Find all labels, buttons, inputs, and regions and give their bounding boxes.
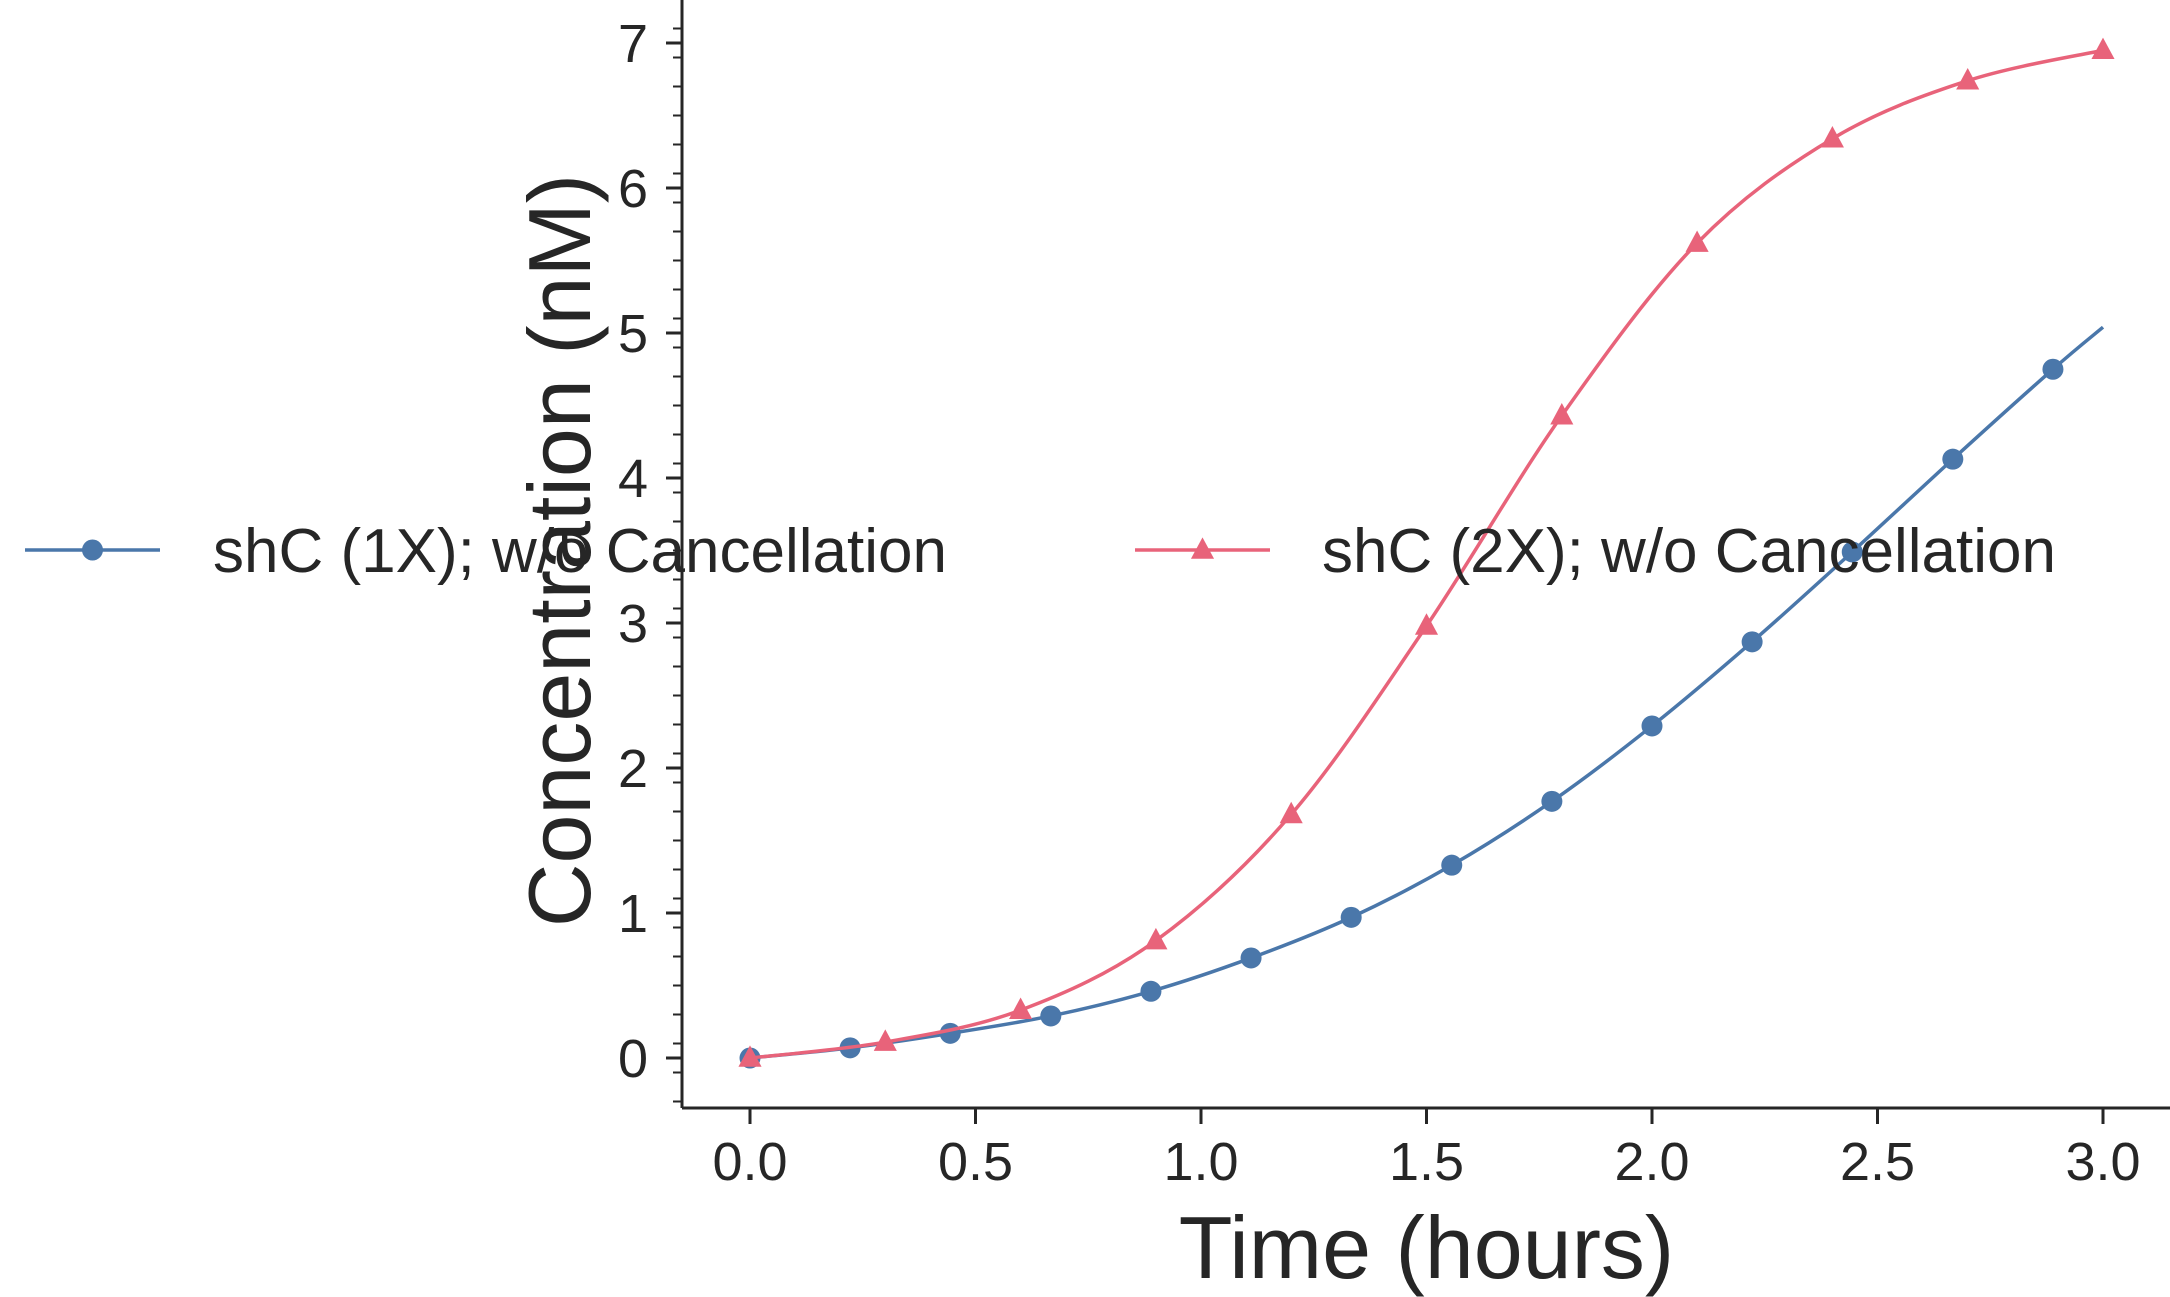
legend-item-2: shC (2X); w/o Cancellation (1135, 517, 2056, 586)
x-tick-label: 1.5 (1389, 1132, 1464, 1192)
data-point (1009, 997, 1033, 1019)
x-tick-label: 0.0 (712, 1132, 787, 1192)
plot-area (738, 37, 2115, 1069)
legend-item-1: shC (1X); w/o Cancellation (25, 517, 947, 586)
data-point (2091, 37, 2115, 60)
legend-label: shC (1X); w/o Cancellation (213, 517, 947, 586)
x-tick-label: 2.5 (1840, 1132, 1915, 1192)
legend-marker (82, 539, 103, 561)
y-tick-label: 7 (618, 14, 648, 74)
data-point (1685, 230, 1709, 252)
series-2 (738, 37, 2115, 1067)
data-point (1240, 947, 1262, 969)
data-point (1820, 126, 1844, 148)
x-tick-label: 2.0 (1614, 1132, 1689, 1192)
series-line (749, 325, 2105, 1060)
data-point (1040, 1005, 1062, 1027)
y-tick-label: 4 (618, 449, 648, 509)
data-point (1641, 715, 1663, 737)
legend-marker (1190, 537, 1215, 559)
data-point (1340, 906, 1362, 928)
data-point (1841, 541, 1863, 563)
legend: shC (1X); w/o Cancellation shC (2X); w/o … (25, 517, 2056, 586)
data-point (939, 1022, 961, 1044)
data-point (2042, 358, 2064, 380)
data-point (1279, 801, 1303, 824)
data-point (1956, 68, 1980, 90)
x-tick-label: 1.0 (1163, 1132, 1238, 1192)
y-axis-title: Concentration (nM) (510, 174, 609, 927)
data-point (1140, 980, 1162, 1002)
data-point (1541, 790, 1563, 812)
y-tick-label: 2 (618, 739, 648, 799)
x-tick-label: 0.5 (938, 1132, 1013, 1192)
data-point (738, 1045, 762, 1067)
y-tick-label: 5 (618, 304, 648, 364)
data-point (1414, 613, 1439, 635)
series-line (749, 48, 2104, 1060)
data-point (1741, 631, 1763, 653)
data-point (1441, 854, 1463, 876)
data-point (873, 1029, 897, 1051)
x-axis-title: Time (hours) (1179, 1198, 1674, 1297)
y-tick-label: 1 (618, 884, 648, 944)
axes: 0.0 0.5 1.0 1.5 2.0 2.5 3.0 0 1 2 3 4 5 6 7 (618, 0, 2170, 1192)
data-point (1942, 448, 1964, 470)
data-point (1144, 927, 1168, 950)
y-tick-label: 6 (618, 159, 648, 219)
data-point (1550, 403, 1574, 425)
x-tick-label: 3.0 (2065, 1132, 2140, 1192)
series-1 (739, 325, 2105, 1069)
y-tick-label: 3 (618, 594, 648, 654)
y-tick-label: 0 (618, 1029, 648, 1089)
legend-label: shC (2X); w/o Cancellation (1322, 517, 2056, 586)
